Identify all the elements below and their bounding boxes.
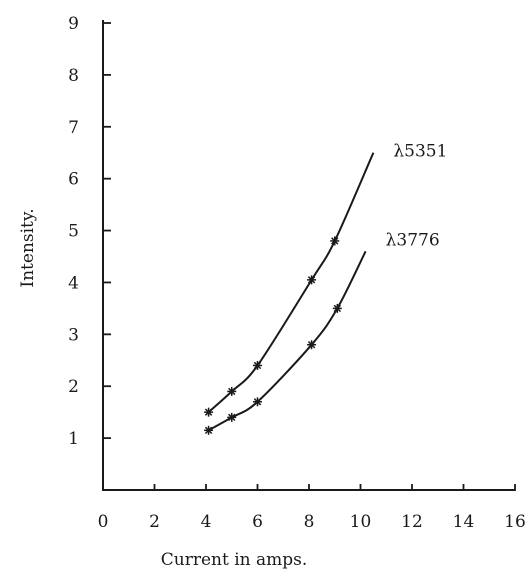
- series-label: λ3776: [386, 230, 440, 250]
- y-tick-label: 8: [68, 66, 79, 86]
- data-point-marker: [204, 425, 214, 435]
- y-tick-label: 7: [68, 118, 79, 138]
- x-axis-title: Current in amps.: [161, 550, 308, 570]
- y-tick-label: 4: [68, 273, 79, 293]
- data-point-marker: [227, 412, 237, 422]
- data-point-marker: [307, 275, 317, 285]
- y-tick-label: 2: [68, 377, 79, 397]
- x-tick-label: 4: [201, 512, 212, 532]
- series-label: λ5351: [393, 142, 447, 162]
- series-group: λ5351 λ3776: [204, 142, 447, 435]
- y-tick-label: 1: [68, 429, 79, 449]
- x-ticks: 0 2 4 6 8 10 12 14 16: [98, 484, 525, 532]
- series-line: [207, 152, 375, 413]
- data-point-marker: [253, 360, 262, 370]
- x-tick-label: 0: [98, 512, 109, 532]
- y-ticks: 1 2 3 4 5 6 7 8 9: [68, 14, 111, 449]
- data-point-marker: [204, 407, 214, 417]
- axes: [102, 20, 515, 491]
- y-tick-label: 6: [68, 170, 79, 190]
- y-tick-label: 3: [68, 325, 79, 345]
- series-line: [208, 250, 367, 432]
- x-tick-label: 2: [149, 512, 160, 532]
- x-tick-label: 10: [350, 512, 372, 532]
- y-tick-label: 5: [68, 222, 79, 242]
- x-tick-label: 16: [504, 512, 525, 532]
- x-tick-label: 8: [304, 512, 315, 532]
- x-tick-label: 12: [401, 512, 423, 532]
- data-point-marker: [330, 236, 340, 246]
- y-tick-label: 9: [68, 14, 79, 34]
- data-point-marker: [307, 340, 317, 350]
- y-axis-title: Intensity.: [18, 208, 38, 287]
- x-tick-label: 14: [453, 512, 475, 532]
- data-point-marker: [227, 386, 237, 396]
- data-point-marker: [253, 397, 262, 407]
- x-tick-label: 6: [252, 512, 263, 532]
- data-point-marker: [332, 303, 342, 313]
